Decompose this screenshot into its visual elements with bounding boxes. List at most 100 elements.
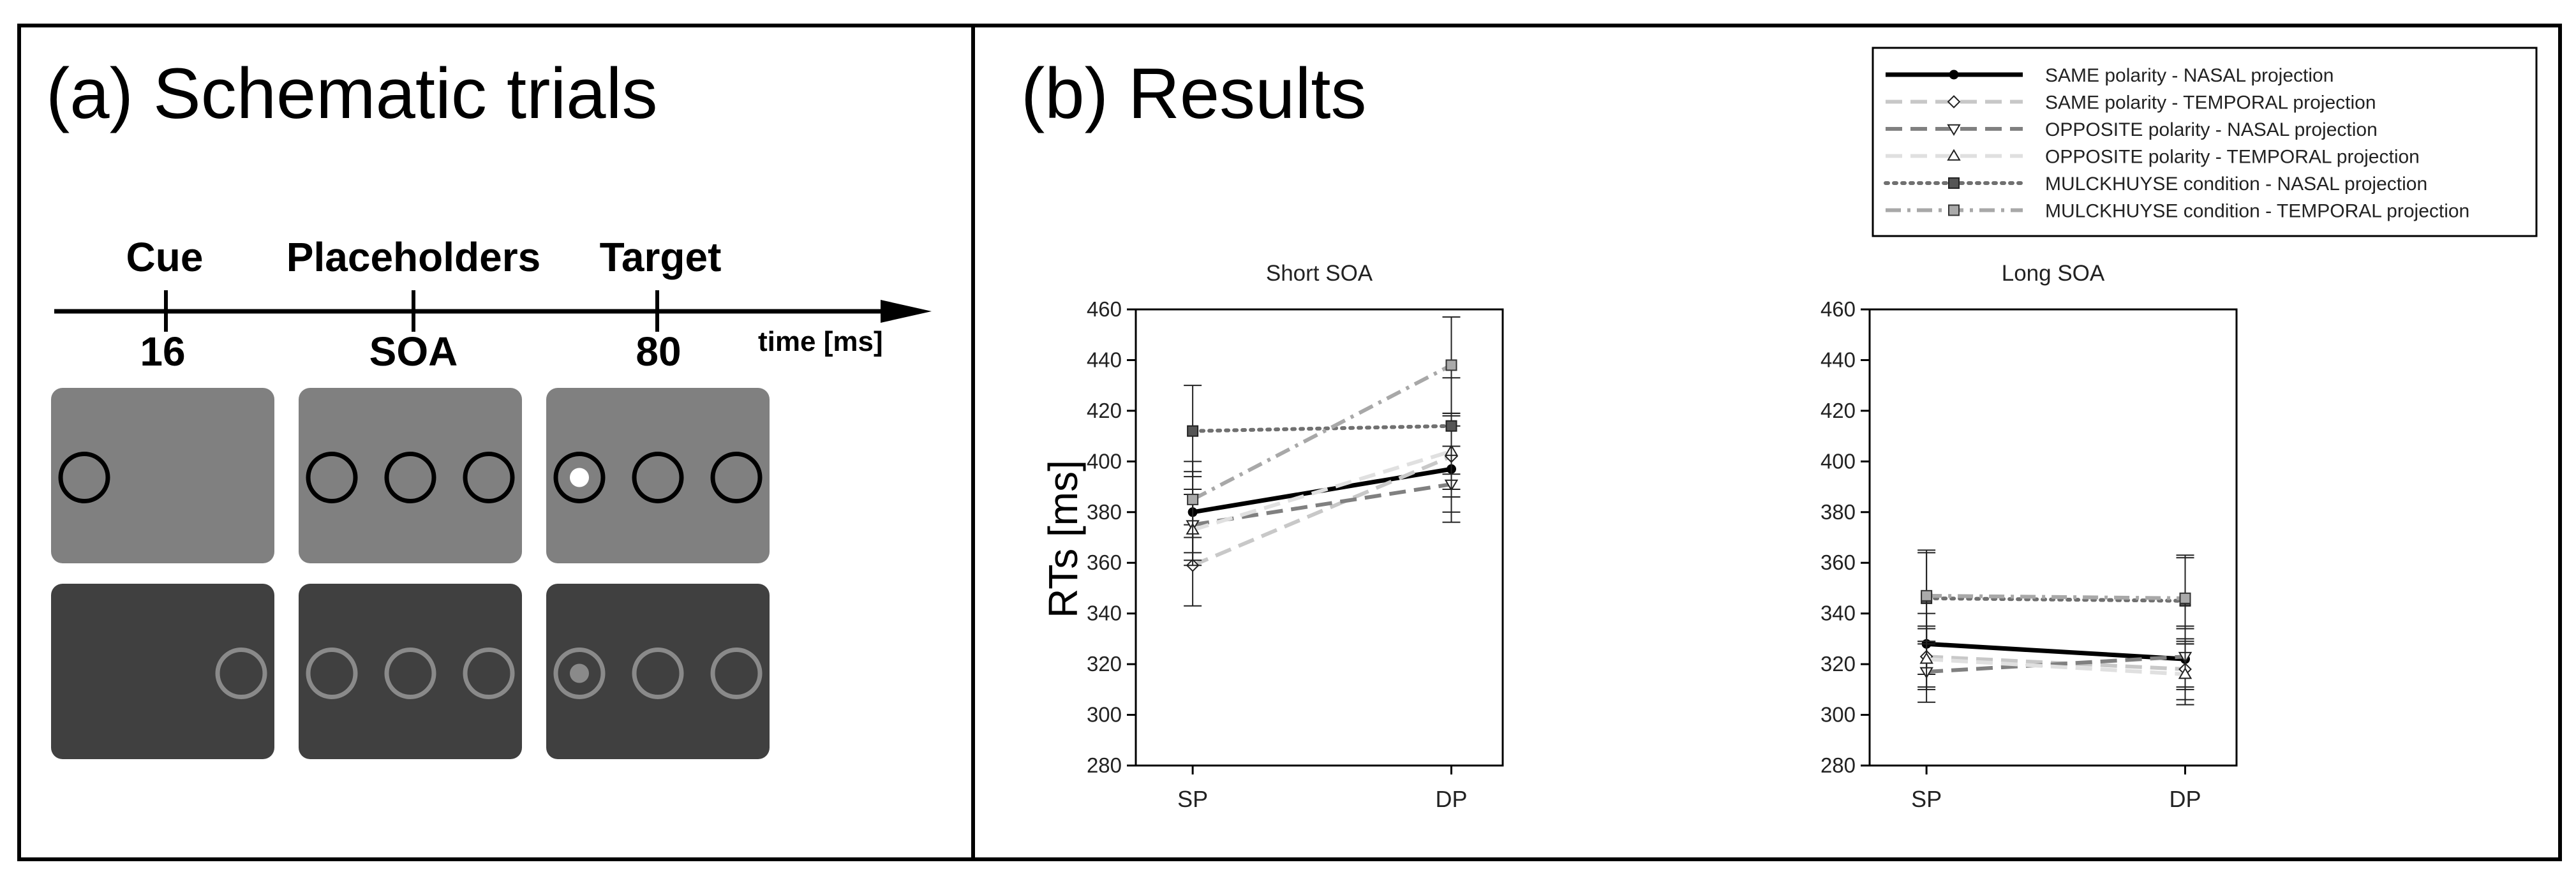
timeline-unit: time [ms] <box>758 326 883 357</box>
series-line <box>1192 482 1452 527</box>
target-dot <box>570 663 589 683</box>
timeline-arrow-icon <box>881 300 932 323</box>
trial-frame-dark-3 <box>546 584 770 759</box>
data-point <box>1187 425 1199 437</box>
timeline-duration-placeholders: SOA <box>369 329 458 374</box>
placeholder-ring <box>384 452 436 503</box>
data-point <box>1919 652 1933 664</box>
legend-marker <box>1948 204 1960 216</box>
legend-entry-5: MULCKHUYSE condition - NASAL projection <box>1884 174 2427 195</box>
y-axis-title: RTs [ms] <box>1040 460 1086 618</box>
frame-background <box>546 584 770 759</box>
y-tick-label: 320 <box>1820 652 1856 676</box>
legend-marker <box>1947 149 1961 161</box>
data-point <box>2179 592 2191 604</box>
legend-entry-2: SAME polarity - TEMPORAL projection <box>1886 93 2376 114</box>
y-tick-label: 440 <box>1820 348 1856 371</box>
subplot-title: Short SOA <box>1266 261 1373 286</box>
legend-entry-4: OPPOSITE polarity - TEMPORAL projection <box>1886 147 2420 168</box>
x-tick-label: SP <box>1911 786 1942 812</box>
y-tick-label: 380 <box>1087 500 1122 524</box>
placeholder-ring <box>215 648 267 699</box>
placeholder-ring <box>463 452 515 503</box>
data-point <box>1445 359 1457 371</box>
series-5 <box>1184 377 1461 478</box>
legend-entry-1: SAME polarity - NASAL projection <box>1886 65 2334 86</box>
trial-frames <box>51 388 770 759</box>
subplot-short-soa: Short SOA 280 300 320 340 360 380 400 420 440 460 S… <box>1087 261 1504 812</box>
y-tick-label: 300 <box>1087 703 1122 727</box>
frame-background <box>51 388 274 563</box>
y-tick-label: 460 <box>1820 297 1856 321</box>
x-tick-label: DP <box>1435 786 1467 812</box>
y-tick-label: 420 <box>1820 399 1856 422</box>
plot-frame <box>1868 308 2238 767</box>
trial-frame-light-1 <box>51 388 274 563</box>
series-6 <box>1917 549 2194 642</box>
x-tick-label: SP <box>1177 786 1208 812</box>
legend: SAME polarity - NASAL projection SAME pol… <box>1872 47 2538 237</box>
frame-background <box>299 388 522 563</box>
legend-entry-3: OPPOSITE polarity - NASAL projection <box>1886 119 2378 140</box>
subplot-long-soa: Long SOA 280 300 320 340 360 380 400 420 440 460 SP… <box>1820 261 2238 812</box>
legend-box <box>1872 47 2538 237</box>
y-tick-label: 440 <box>1087 348 1122 371</box>
data-point <box>1187 493 1199 505</box>
timeline-label-target: Target <box>600 234 722 280</box>
legend-label: OPPOSITE polarity - TEMPORAL projection <box>2045 147 2420 168</box>
y-tick-label: 280 <box>1820 753 1856 777</box>
y-tick-label: 340 <box>1087 602 1122 625</box>
trial-frame-dark-1 <box>51 584 274 759</box>
subplot-title: Long SOA <box>2002 261 2105 286</box>
frame-background <box>51 584 274 759</box>
y-tick-label: 360 <box>1087 551 1122 574</box>
y-tick-label: 380 <box>1820 500 1856 524</box>
data-point <box>1445 420 1457 432</box>
placeholder-ring <box>553 452 606 503</box>
legend-label: MULCKHUYSE condition - TEMPORAL projecti… <box>2045 201 2469 222</box>
y-tick-label: 360 <box>1820 551 1856 574</box>
frame-background <box>299 584 522 759</box>
trial-frame-light-3 <box>546 388 770 563</box>
trial-frame-light-2 <box>299 388 522 563</box>
data-point <box>2178 667 2193 679</box>
series-line <box>1926 641 2185 662</box>
y-tick-label: 460 <box>1087 297 1122 321</box>
y-tick-label: 420 <box>1087 399 1122 422</box>
series-line <box>1926 657 2185 676</box>
timeline: Cue Placeholders Target 16 SOA 80 time [… <box>54 234 932 374</box>
target-dot <box>570 468 589 487</box>
placeholder-ring <box>632 452 684 503</box>
series-line <box>1192 449 1452 532</box>
placeholder-ring <box>306 648 358 699</box>
series-line <box>1191 363 1452 501</box>
placeholder-ring <box>632 648 684 699</box>
y-tick-label: 400 <box>1820 449 1856 473</box>
y-tick-label: 300 <box>1820 703 1856 727</box>
timeline-label-placeholders: Placeholders <box>287 234 540 280</box>
x-tick-label: DP <box>2169 786 2201 812</box>
legend-marker <box>1947 95 1961 108</box>
series-line <box>1926 593 2185 600</box>
timeline-label-cue: Cue <box>126 234 204 280</box>
legend-label: SAME polarity - TEMPORAL projection <box>2045 93 2376 114</box>
placeholder-ring <box>710 452 763 503</box>
placeholder-ring <box>553 648 606 699</box>
placeholder-ring <box>58 452 110 503</box>
y-tick-label: 320 <box>1087 652 1122 676</box>
panel-a-schematic: (a) Schematic trials Cue Placeholders Ta… <box>46 54 932 759</box>
legend-label: SAME polarity - NASAL projection <box>2045 65 2334 86</box>
timeline-duration-target: 80 <box>636 329 681 374</box>
trial-frame-dark-2 <box>299 584 522 759</box>
legend-marker <box>1948 177 1960 189</box>
legend-label: OPPOSITE polarity - NASAL projection <box>2045 119 2378 140</box>
outer-frame <box>17 24 2562 861</box>
legend-marker <box>1947 124 1961 136</box>
series-line <box>1926 655 2185 674</box>
series-line <box>1191 424 1454 433</box>
placeholder-ring <box>463 648 515 699</box>
panel-b-results: (b) Results RTs [ms] Short SOA 280 300 320 3… <box>1021 47 2538 812</box>
subplots: Short SOA 280 300 320 340 360 380 400 420 440 460 S… <box>1087 261 2238 812</box>
series-line <box>1191 454 1452 567</box>
